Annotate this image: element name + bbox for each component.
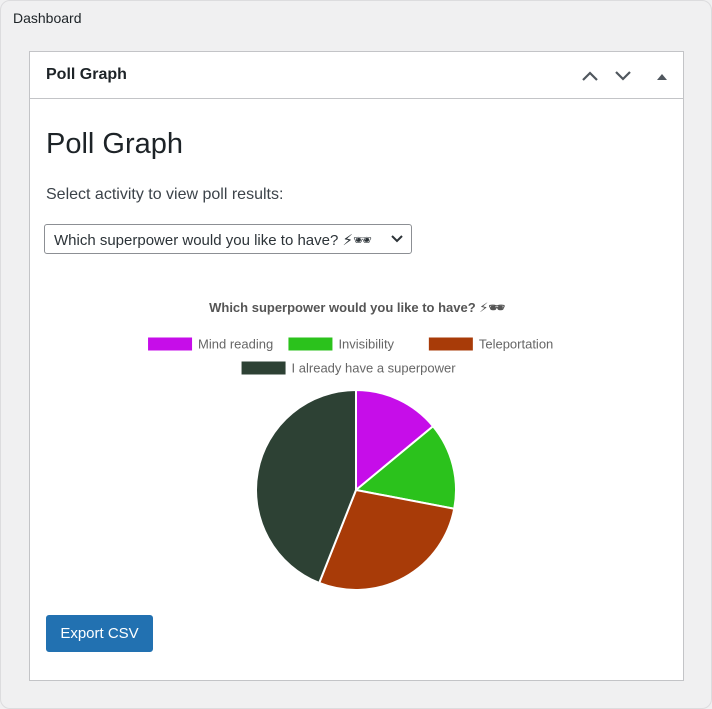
- pie-slice[interactable]: [255, 388, 357, 585]
- legend-label[interactable]: Teleportation: [479, 337, 553, 352]
- widget-header: Poll Graph: [30, 52, 683, 99]
- legend-swatch[interactable]: [241, 361, 286, 375]
- chevron-up-icon: [582, 71, 598, 81]
- poll-chart: Which superpower would you like to have?…: [30, 282, 685, 602]
- pie-slice[interactable]: [355, 388, 435, 493]
- legend-swatch[interactable]: [428, 337, 473, 351]
- widget-heading: Poll Graph: [46, 128, 184, 160]
- chevron-down-icon: [615, 71, 631, 81]
- export-csv-button[interactable]: Export CSV: [46, 615, 153, 652]
- move-down-button[interactable]: [611, 64, 635, 88]
- chart-slices: [255, 388, 457, 591]
- chart-legend: Mind reading Invisibility Teleportation I a…: [148, 337, 553, 376]
- page-title: Dashboard: [13, 10, 82, 26]
- legend-label[interactable]: Mind reading: [198, 337, 273, 352]
- chart-title: Which superpower would you like to have?…: [209, 300, 505, 315]
- legend-label[interactable]: I already have a superpower: [292, 361, 457, 376]
- move-up-button[interactable]: [578, 64, 602, 88]
- activity-select-value: Which superpower would you like to have?…: [54, 232, 373, 249]
- chevron-down-icon: [391, 235, 403, 243]
- pie-slice[interactable]: [317, 488, 456, 591]
- widget-title: Poll Graph: [46, 66, 127, 83]
- pie-slice[interactable]: [353, 424, 457, 510]
- activity-select-label: Select activity to view poll results:: [46, 186, 284, 203]
- pie-chart: Which superpower would you like to have?…: [148, 300, 553, 591]
- legend-swatch[interactable]: [288, 337, 333, 351]
- activity-select[interactable]: Which superpower would you like to have?…: [44, 224, 412, 254]
- legend-swatch[interactable]: [148, 337, 193, 351]
- legend-label[interactable]: Invisibility: [338, 337, 394, 352]
- toggle-panel-button[interactable]: [650, 64, 674, 88]
- poll-graph-widget: Poll Graph Poll Graph Select activity to…: [29, 51, 684, 681]
- triangle-up-icon: [657, 74, 667, 80]
